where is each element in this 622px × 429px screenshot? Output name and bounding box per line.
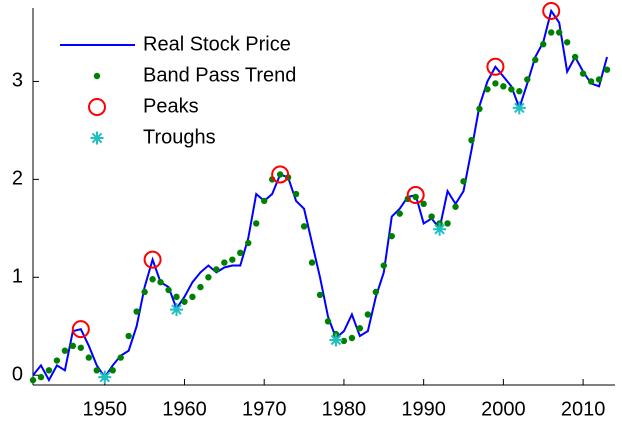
- trend-dot: [109, 367, 116, 374]
- trend-dot: [173, 293, 180, 301]
- x-tick-label: 1960: [162, 398, 207, 420]
- price-line: [32, 8, 608, 383]
- trend-dot: [117, 354, 124, 361]
- legend-label: Band Pass Trend: [143, 64, 296, 86]
- trend-dot: [484, 86, 491, 93]
- legend-label: Peaks: [143, 95, 199, 117]
- trend-dot: [532, 56, 539, 64]
- x-tick-label: 2000: [481, 398, 526, 420]
- trend-dot: [316, 291, 324, 299]
- trend-dot: [253, 220, 260, 227]
- peak-marker: [71, 320, 90, 339]
- peak-marker: [143, 250, 162, 269]
- legend-dot: [93, 72, 101, 80]
- trend-dot: [300, 223, 308, 230]
- trend-dot: [555, 29, 563, 36]
- trend-dot: [157, 278, 164, 286]
- trend-dot: [540, 41, 547, 48]
- trend-dot: [229, 256, 236, 263]
- trend-dot: [420, 200, 427, 208]
- trend-dot: [53, 357, 61, 364]
- trend-dot: [587, 78, 595, 85]
- x-tick-label: 1950: [83, 398, 128, 420]
- trend-dot: [292, 190, 300, 198]
- trend-dot: [348, 334, 356, 342]
- x-tick-label: 1990: [401, 398, 446, 420]
- trend-dot: [356, 325, 364, 332]
- trend-dot: [125, 332, 132, 340]
- trend-dot: [444, 220, 451, 227]
- trend-dot: [245, 239, 252, 247]
- legend-circle: [88, 98, 106, 116]
- trend-dot: [221, 259, 228, 266]
- trend-dot: [516, 88, 523, 95]
- trend-dot: [428, 213, 435, 220]
- trend-dot: [524, 76, 531, 83]
- trend-dot: [93, 367, 100, 374]
- x-tick-label: 2010: [561, 398, 606, 420]
- legend-label: Troughs: [143, 126, 216, 148]
- trend-dot: [181, 298, 188, 305]
- trend-dot: [276, 171, 284, 178]
- trend-dot: [261, 197, 268, 205]
- trend-dot: [237, 249, 244, 257]
- trend-dot: [476, 105, 483, 113]
- trough-marker: [98, 370, 112, 384]
- y-tick-label: 3: [12, 70, 23, 92]
- x-tick-label: 1970: [242, 398, 287, 420]
- trough-marker: [170, 303, 184, 317]
- trend-dot: [548, 29, 555, 36]
- trend-dot: [308, 259, 316, 266]
- y-tick-label: 2: [12, 168, 23, 190]
- legend-star: [90, 131, 104, 145]
- trend-dot: [452, 203, 459, 210]
- trend-dot: [388, 232, 395, 240]
- trend-dot: [380, 262, 387, 269]
- trend-dot: [141, 288, 148, 296]
- legend-label: Real Stock Price: [143, 33, 291, 55]
- trend-dot: [372, 288, 380, 296]
- y-tick-label: 1: [12, 266, 23, 288]
- trend-dot: [579, 70, 587, 77]
- trend-dot: [133, 308, 140, 315]
- trend-dot: [595, 76, 603, 83]
- trend-dot: [37, 373, 45, 381]
- trend-dot: [324, 318, 332, 325]
- trend-dot: [603, 66, 611, 73]
- trend-dot: [213, 266, 220, 273]
- trend-dot: [571, 53, 579, 61]
- trend-dot: [492, 80, 499, 87]
- trend-dot: [149, 276, 156, 283]
- trend-dot: [85, 354, 93, 361]
- trend-dot: [412, 193, 419, 201]
- x-tick-label: 1980: [322, 398, 367, 420]
- peak-marker: [271, 165, 290, 184]
- trend-dot: [77, 344, 85, 351]
- trend-dot: [563, 39, 571, 46]
- trend-dot: [45, 367, 53, 374]
- trend-dot: [468, 136, 475, 144]
- trend-dot: [69, 342, 77, 350]
- trend-dot: [29, 376, 37, 384]
- trend-dot: [508, 86, 515, 93]
- trend-dot: [396, 210, 403, 217]
- peak-marker: [486, 57, 505, 76]
- trough-marker: [512, 101, 526, 115]
- trend-dot: [165, 286, 172, 294]
- trend-dot: [189, 293, 196, 301]
- trend-dot: [500, 83, 507, 90]
- trough-marker: [433, 222, 447, 236]
- trend-dot: [364, 311, 372, 318]
- peak-marker: [406, 186, 425, 205]
- y-tick-label: 0: [12, 363, 23, 385]
- trough-marker: [329, 333, 343, 347]
- trend-dot: [61, 347, 69, 354]
- peak-marker: [542, 1, 561, 20]
- trend-dot: [205, 274, 212, 281]
- trend-dot: [460, 178, 467, 185]
- trend-dot: [197, 283, 204, 291]
